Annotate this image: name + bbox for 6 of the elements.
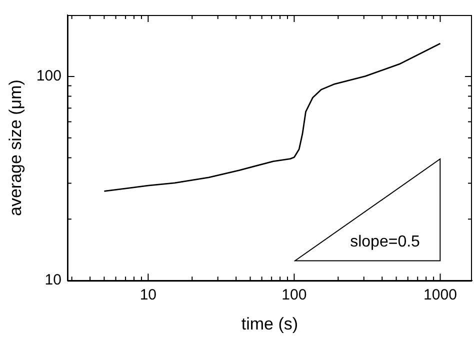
x-tick-label: 10 — [140, 286, 157, 304]
x-tick-label: 1000 — [424, 286, 457, 304]
x-tick-label: 100 — [282, 286, 307, 304]
y-axis-title: average size (μm) — [6, 80, 25, 216]
x-axis-title: time (s) — [241, 314, 298, 334]
annotation: slope=0.5 — [350, 233, 420, 250]
